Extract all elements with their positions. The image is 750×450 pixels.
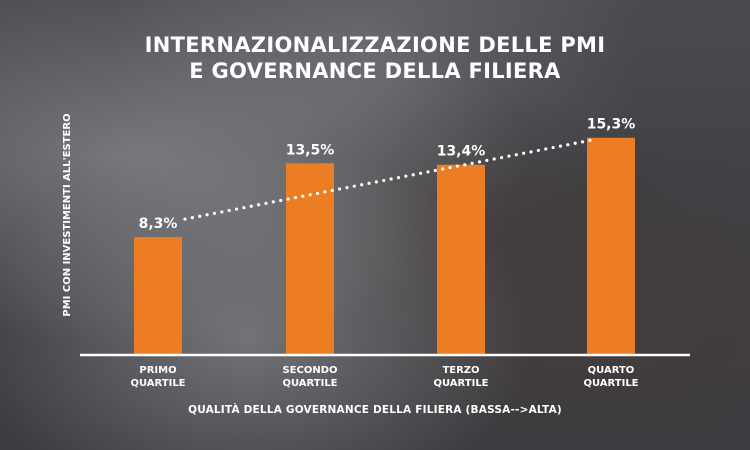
value-label-3: 13,4% [437,144,486,160]
chart-title-line-2: E GOVERNANCE DELLA FILIERA [189,59,561,83]
bar-1 [134,237,182,355]
chart-title: INTERNAZIONALIZZAZIONE DELLE PMI E GOVER… [0,32,750,84]
chart-title-line-1: INTERNAZIONALIZZAZIONE DELLE PMI [144,33,606,57]
category-label-2: SECONDO QUARTILE [282,365,337,389]
category-label-1: PRIMO QUARTILE [130,365,185,389]
value-label-2: 13,5% [286,142,335,158]
bar-3 [437,164,485,355]
value-label-4: 15,3% [587,117,636,133]
category-label-4: QUARTO QUARTILE [583,365,638,389]
x-axis-label: QUALITÀ DELLA GOVERNANCE DELLA FILIERA (… [188,404,562,416]
value-label-1: 8,3% [139,216,178,232]
category-label-3: TERZO QUARTILE [433,365,488,389]
bar-4 [587,137,635,355]
trend-line [183,138,593,221]
bar-2 [286,163,334,355]
